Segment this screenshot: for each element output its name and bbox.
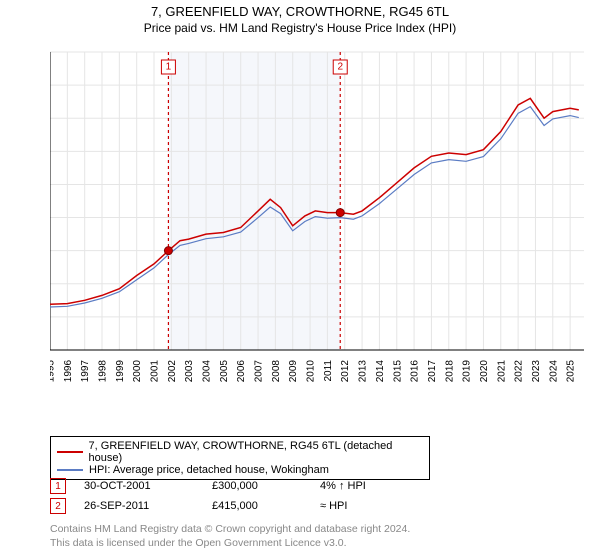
svg-text:2006: 2006 (236, 360, 247, 383)
legend-item: 7, GREENFIELD WAY, CROWTHORNE, RG45 6TL … (57, 440, 423, 464)
svg-text:2008: 2008 (271, 360, 282, 383)
sale-marker-box: 1 (50, 478, 66, 494)
legend-item: HPI: Average price, detached house, Woki… (57, 464, 423, 476)
svg-text:1997: 1997 (80, 360, 91, 383)
chart-subtitle: Price paid vs. HM Land Registry's House … (0, 21, 600, 35)
svg-text:1998: 1998 (98, 360, 109, 383)
legend-label: HPI: Average price, detached house, Woki… (89, 464, 329, 476)
svg-text:2011: 2011 (323, 360, 334, 382)
svg-text:2000: 2000 (132, 360, 143, 383)
svg-text:2002: 2002 (167, 360, 178, 383)
svg-text:2010: 2010 (306, 360, 317, 383)
svg-text:2017: 2017 (427, 360, 438, 383)
sale-price: £300,000 (212, 480, 302, 492)
svg-text:1995: 1995 (50, 360, 57, 383)
svg-text:2012: 2012 (340, 360, 351, 383)
svg-text:2013: 2013 (358, 360, 369, 383)
price-chart: £0£100K£200K£300K£400K£500K£600K£700K£80… (50, 46, 590, 394)
svg-text:2020: 2020 (479, 360, 490, 383)
sales-row: 2 26-SEP-2011 £415,000 ≈ HPI (50, 498, 366, 514)
svg-text:2007: 2007 (254, 360, 265, 383)
svg-text:2003: 2003 (184, 360, 195, 383)
chart-header: 7, GREENFIELD WAY, CROWTHORNE, RG45 6TL … (0, 0, 600, 35)
svg-text:2025: 2025 (566, 360, 577, 383)
sales-table: 1 30-OCT-2001 £300,000 4% ↑ HPI 2 26-SEP-2011… (50, 478, 366, 518)
legend: 7, GREENFIELD WAY, CROWTHORNE, RG45 6TL … (50, 436, 590, 480)
svg-text:1996: 1996 (63, 360, 74, 383)
svg-text:2: 2 (337, 62, 343, 73)
svg-text:2001: 2001 (150, 360, 161, 383)
svg-text:2018: 2018 (444, 360, 455, 383)
footer-attribution: Contains HM Land Registry data © Crown c… (50, 522, 410, 550)
svg-text:2009: 2009 (288, 360, 299, 383)
footer-line1: Contains HM Land Registry data © Crown c… (50, 522, 410, 536)
svg-text:2021: 2021 (496, 360, 507, 383)
svg-text:2019: 2019 (462, 360, 473, 383)
svg-text:1: 1 (166, 62, 172, 73)
legend-label: 7, GREENFIELD WAY, CROWTHORNE, RG45 6TL … (89, 440, 423, 464)
svg-text:2024: 2024 (548, 360, 559, 383)
sales-row: 1 30-OCT-2001 £300,000 4% ↑ HPI (50, 478, 366, 494)
svg-text:2015: 2015 (392, 360, 403, 383)
sale-price: £415,000 (212, 500, 302, 512)
legend-swatch (57, 469, 83, 471)
footer-line2: This data is licensed under the Open Gov… (50, 536, 410, 550)
chart-title: 7, GREENFIELD WAY, CROWTHORNE, RG45 6TL (0, 4, 600, 19)
svg-text:2016: 2016 (410, 360, 421, 383)
legend-swatch (57, 451, 83, 453)
svg-text:2023: 2023 (531, 360, 542, 383)
svg-text:2004: 2004 (202, 360, 213, 383)
svg-text:2022: 2022 (514, 360, 525, 383)
svg-text:2005: 2005 (219, 360, 230, 383)
svg-text:2014: 2014 (375, 360, 386, 383)
sale-marker-box: 2 (50, 498, 66, 514)
sale-date: 26-SEP-2011 (84, 500, 194, 512)
sale-date: 30-OCT-2001 (84, 480, 194, 492)
svg-text:1999: 1999 (115, 360, 126, 383)
sale-note: 4% ↑ HPI (320, 480, 366, 492)
sale-note: ≈ HPI (320, 500, 347, 512)
